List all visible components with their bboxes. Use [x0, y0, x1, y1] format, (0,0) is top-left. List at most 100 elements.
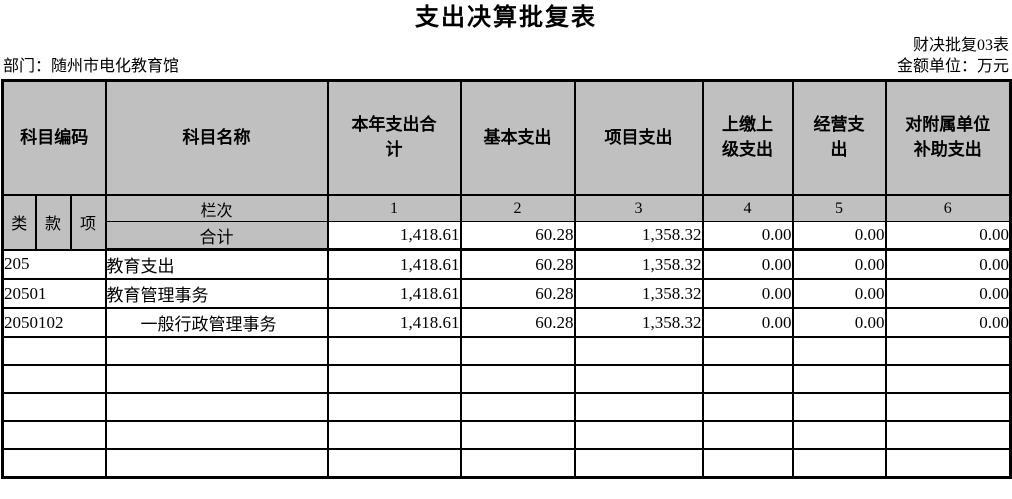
empty-cell [459, 420, 576, 450]
empty-cell [573, 336, 704, 366]
row-code-cell: 2050102 [1, 307, 107, 338]
empty-row [1, 392, 1012, 422]
row-name-cell: 教育支出 [104, 248, 329, 280]
empty-cell [104, 392, 329, 422]
header-col-operating-expenditure: 经营支出 [791, 79, 887, 196]
row-value-cell: 1,418.61 [326, 307, 462, 338]
row-value-cell: 0.00 [791, 307, 887, 338]
header-col-upturned-expenditure: 上缴上级支出 [701, 79, 794, 196]
row-value-cell: 1,358.32 [573, 278, 704, 309]
empty-cell [104, 336, 329, 366]
header-subject-code: 科目编码 [1, 79, 107, 196]
header-row: 科目编码 科目名称 本年支出合计 基本支出 项目支出 上缴上级支出 经营支出 对… [1, 79, 1012, 196]
column-index-row: 类 款 项 栏次 1 2 3 4 5 6 [1, 194, 1012, 250]
expenditure-table-body: 科目编码 科目名称 本年支出合计 基本支出 项目支出 上缴上级支出 经营支出 对… [1, 79, 1012, 479]
empty-cell [104, 420, 329, 450]
empty-cell [701, 364, 794, 394]
column-index-cell: 4 [701, 194, 794, 222]
row-value-cell: 60.28 [459, 248, 576, 280]
total-value-cell: 1,418.61 [326, 221, 462, 251]
empty-cell [573, 420, 704, 450]
column-index-cell: 6 [884, 194, 1012, 222]
column-index-cell: 3 [573, 194, 704, 222]
total-value-cell: 0.00 [884, 221, 1012, 251]
row-code-cell: 20501 [1, 278, 107, 309]
header-subject-name: 科目名称 [104, 79, 329, 196]
total-value-cell: 0.00 [701, 221, 794, 251]
header-col-subsidy-expenditure: 对附属单位补助支出 [884, 79, 1012, 196]
row-value-cell: 1,358.32 [573, 307, 704, 338]
table-row: 20501 教育管理事务 1,418.61 60.28 1,358.32 0.0… [1, 278, 1012, 309]
empty-row [1, 420, 1012, 450]
row-value-cell: 0.00 [701, 307, 794, 338]
empty-cell [459, 364, 576, 394]
empty-cell [1, 392, 107, 422]
row-value-cell: 0.00 [701, 278, 794, 309]
row-value-cell: 0.00 [884, 278, 1012, 309]
unit-label: 金额单位：万元 [896, 58, 1009, 75]
empty-cell [791, 364, 887, 394]
empty-cell [104, 448, 329, 479]
expenditure-approval-sheet: 支出决算批复表 财决批复03表 部门：随州市电化教育馆 金额单位：万元 科目编码… [0, 2, 1012, 479]
row-value-cell: 1,418.61 [326, 278, 462, 309]
page-title: 支出决算批复表 [415, 5, 597, 31]
row-value-cell: 0.00 [884, 248, 1012, 280]
row-code-cell: 205 [1, 248, 107, 280]
empty-cell [326, 420, 462, 450]
row-value-cell: 60.28 [459, 278, 576, 309]
total-row: 合计 1,418.61 60.28 1,358.32 0.00 0.00 0.0… [3, 221, 1012, 251]
row-value-cell: 1,358.32 [573, 248, 704, 280]
table-row: 205 教育支出 1,418.61 60.28 1,358.32 0.00 0.… [1, 248, 1012, 280]
column-index-cell: 5 [791, 194, 887, 222]
empty-row [1, 364, 1012, 394]
empty-cell [791, 336, 887, 366]
empty-cell [573, 364, 704, 394]
total-label-cell: 合计 [104, 221, 329, 251]
empty-cell [791, 420, 887, 450]
empty-cell [1, 448, 107, 479]
row-value-cell: 0.00 [791, 278, 887, 309]
empty-cell [884, 364, 1012, 394]
empty-cell [459, 392, 576, 422]
empty-cell [326, 392, 462, 422]
row-name-cell: 一般行政管理事务 [104, 307, 329, 338]
total-value-cell: 0.00 [791, 221, 887, 251]
empty-cell [104, 364, 329, 394]
empty-cell [573, 448, 704, 479]
row-value-cell: 0.00 [701, 248, 794, 280]
empty-cell [884, 420, 1012, 450]
empty-cell [326, 448, 462, 479]
empty-cell [791, 392, 887, 422]
empty-row [1, 448, 1012, 479]
expenditure-table: 科目编码 科目名称 本年支出合计 基本支出 项目支出 上缴上级支出 经营支出 对… [1, 79, 1012, 479]
meta-row: 部门：随州市电化教育馆 金额单位：万元 [0, 56, 1012, 79]
row-value-cell: 0.00 [791, 248, 887, 280]
empty-cell [1, 336, 107, 366]
empty-cell [884, 448, 1012, 479]
empty-cell [459, 336, 576, 366]
empty-row [1, 336, 1012, 366]
table-row: 2050102 一般行政管理事务 1,418.61 60.28 1,358.32… [1, 307, 1012, 338]
row-name-cell: 教育管理事务 [104, 278, 329, 309]
header-subcol-class: 类 [1, 194, 37, 250]
empty-cell [791, 448, 887, 479]
empty-cell [326, 336, 462, 366]
total-value-cell: 60.28 [459, 221, 576, 251]
header-subcol-section: 款 [34, 194, 72, 250]
total-value-cell: 1,358.32 [573, 221, 704, 251]
row-value-cell: 60.28 [459, 307, 576, 338]
header-col-total-expenditure: 本年支出合计 [326, 79, 462, 196]
empty-cell [884, 336, 1012, 366]
column-index-cell: 2 [459, 194, 576, 222]
row-value-cell: 1,418.61 [326, 248, 462, 280]
empty-cell [884, 392, 1012, 422]
empty-cell [701, 448, 794, 479]
column-index-cell: 1 [326, 194, 462, 222]
empty-cell [701, 420, 794, 450]
department-label: 部门：随州市电化教育馆 [3, 58, 180, 75]
empty-cell [701, 392, 794, 422]
empty-cell [573, 392, 704, 422]
form-code-label: 财决批复03表 [912, 37, 1009, 54]
empty-cell [326, 364, 462, 394]
empty-cell [1, 420, 107, 450]
